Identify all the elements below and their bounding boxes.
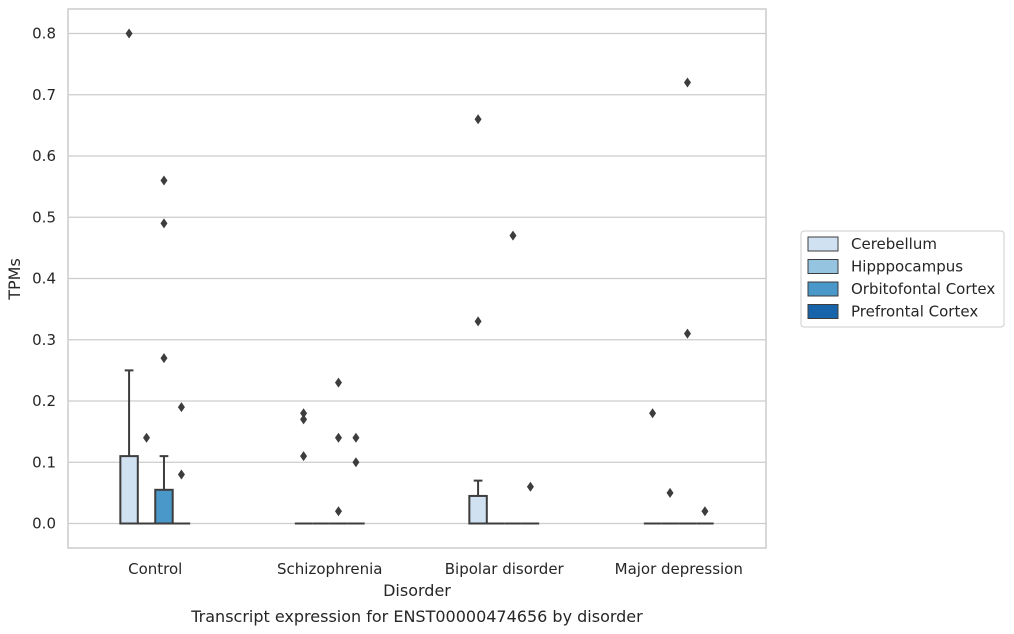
y-axis-title: TPMs bbox=[5, 258, 24, 301]
legend-frame bbox=[800, 230, 1005, 328]
y-tick-label: 0.2 bbox=[32, 392, 56, 410]
box bbox=[468, 494, 488, 525]
x-tick-label: Schizophrenia bbox=[277, 560, 382, 578]
outlier-point bbox=[649, 408, 657, 419]
outlier-point bbox=[125, 28, 133, 39]
box-group bbox=[678, 77, 697, 525]
plot-frame bbox=[67, 8, 767, 549]
y-tick-label: 0.5 bbox=[32, 208, 56, 226]
outlier-point bbox=[143, 432, 151, 443]
box-group bbox=[661, 487, 679, 525]
box-group bbox=[521, 481, 540, 525]
legend-label: Hipppocampus bbox=[851, 258, 963, 276]
x-axis-title: Disorder bbox=[383, 581, 451, 600]
y-axis-ticks: 0.0 0.1 0.2 0.3 0.4 0.5 0.6 0.7 0.8 bbox=[32, 25, 56, 533]
outlier-point bbox=[683, 328, 691, 339]
box-group bbox=[137, 432, 156, 525]
x-tick-label: Major depression bbox=[615, 560, 743, 578]
outlier-point bbox=[334, 377, 342, 388]
legend-swatch bbox=[807, 304, 839, 319]
box-group bbox=[172, 402, 191, 525]
y-tick-label: 0.7 bbox=[32, 86, 56, 104]
y-tick-label: 0.1 bbox=[32, 453, 56, 471]
outlier-point bbox=[160, 218, 168, 229]
outlier-point bbox=[509, 230, 517, 241]
y-tick-label: 0.8 bbox=[32, 25, 56, 43]
plot-marks bbox=[119, 28, 714, 525]
outlier-point bbox=[160, 175, 168, 186]
grid-lines bbox=[68, 32, 766, 525]
x-tick-label: Bipolar disorder bbox=[445, 560, 565, 578]
outlier-point bbox=[352, 457, 360, 468]
legend-swatch bbox=[807, 259, 839, 274]
outlier-point bbox=[334, 432, 342, 443]
legend-label: Cerebellum bbox=[851, 235, 937, 253]
y-tick-label: 0.3 bbox=[32, 331, 56, 349]
x-tick-label: Control bbox=[128, 560, 182, 578]
outlier-point bbox=[474, 114, 482, 125]
box bbox=[119, 455, 139, 525]
outlier-point bbox=[334, 506, 342, 517]
box-group bbox=[119, 28, 139, 525]
outlier-point bbox=[666, 487, 674, 498]
outlier-point bbox=[177, 402, 185, 413]
box bbox=[154, 488, 174, 525]
outlier-point bbox=[300, 451, 308, 462]
outlier-point bbox=[352, 432, 360, 443]
outlier-point bbox=[300, 414, 308, 425]
y-tick-label: 0.6 bbox=[32, 147, 56, 165]
outlier-point bbox=[526, 481, 534, 492]
y-tick-label: 0.4 bbox=[32, 270, 56, 288]
box-group bbox=[696, 506, 714, 525]
box-group bbox=[294, 408, 313, 525]
box-group bbox=[468, 114, 488, 525]
box-group bbox=[643, 408, 662, 525]
legend-label: Orbitofontal Cortex bbox=[851, 280, 995, 298]
outlier-point bbox=[300, 408, 308, 419]
legend-swatch bbox=[807, 281, 839, 297]
x-axis-ticks: Control Schizophrenia Bipolar disorder Majo… bbox=[128, 560, 743, 578]
outlier-point bbox=[683, 77, 691, 88]
box-group bbox=[347, 432, 365, 525]
outlier-point bbox=[474, 316, 482, 327]
box-group bbox=[504, 230, 522, 525]
box-group bbox=[154, 175, 174, 525]
chart-caption: Transcript expression for ENST0000047465… bbox=[190, 607, 643, 626]
legend-swatch bbox=[807, 236, 839, 252]
legend-label: Prefrontal Cortex bbox=[851, 303, 978, 321]
legend: Cerebellum Hipppocampus Orbitofontal Corte… bbox=[800, 230, 1005, 328]
y-tick-label: 0.0 bbox=[32, 515, 56, 533]
outlier-point bbox=[160, 353, 168, 364]
outlier-point bbox=[701, 506, 709, 517]
outlier-point bbox=[177, 469, 185, 480]
box-group bbox=[329, 377, 348, 525]
